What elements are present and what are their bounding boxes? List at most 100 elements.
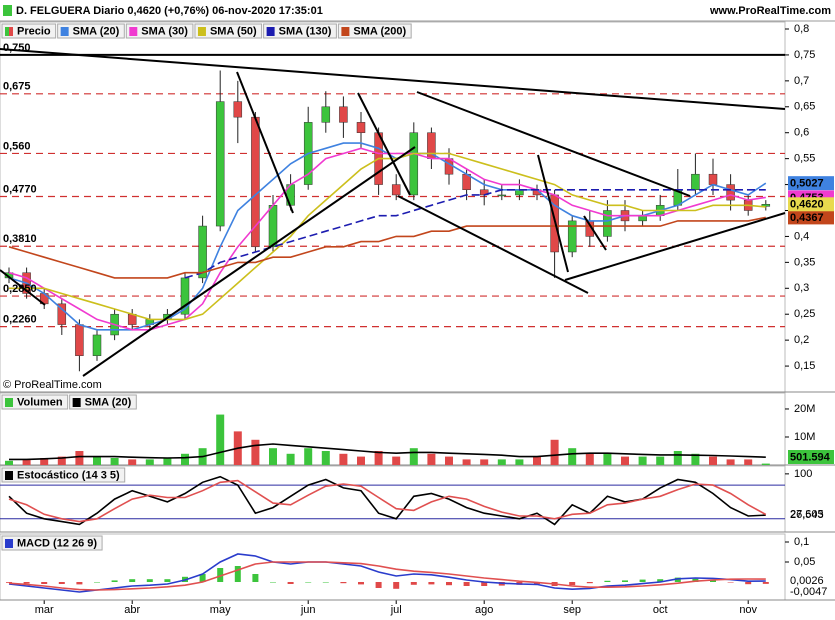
legend-swatch [5, 398, 13, 407]
trendline [82, 146, 416, 377]
header-bar [0, 0, 835, 21]
histogram-bar [710, 580, 716, 582]
series-line [9, 152, 766, 321]
panels: 0,80,750,70,650,60,550,50,450,40,350,30,… [0, 21, 835, 616]
header-site: www.ProRealTime.com [709, 5, 831, 17]
level-label: 0,675 [3, 81, 31, 93]
y-tick-label: 0,25 [794, 308, 815, 320]
volume-bar [357, 456, 365, 465]
last-value-label: 0,4367 [790, 212, 824, 224]
panel [0, 21, 786, 393]
y-tick-label: 0,15 [794, 360, 815, 372]
y-tick-label: 0,35 [794, 256, 815, 268]
trendline [357, 92, 411, 196]
y-tick-label: 0,05 [794, 556, 815, 568]
histogram-bar [164, 579, 171, 582]
last-value-label: 0,5027 [790, 178, 824, 190]
candle-body [268, 205, 278, 248]
level-label: 0,4770 [3, 183, 37, 195]
x-tick-label: ago [475, 604, 493, 616]
legend-label: SMA (20) [73, 25, 120, 37]
histogram-bar [745, 582, 752, 585]
trendline [537, 154, 569, 273]
legend-label: Estocástico (14 3 5) [17, 469, 120, 481]
volume-bar [93, 456, 101, 465]
legend-label: Precio [17, 25, 51, 37]
volume-bar [480, 459, 489, 465]
trendline [0, 269, 46, 306]
overlay: 0,750 0,675 0,560 0,4770 0,3810 0,2850 0,2260 0… [1, 23, 834, 598]
last-value-label: -0,0047 [790, 586, 827, 598]
y-tick-label: 0,55 [794, 153, 815, 165]
histogram-bar [446, 582, 452, 586]
legend-item-box [263, 23, 337, 39]
volume-bar [744, 459, 753, 465]
last-value-label: 27,605 [790, 508, 824, 520]
volume-bar [40, 457, 49, 465]
candle-body [567, 220, 577, 253]
series-line [8, 479, 767, 523]
volume-bar [673, 450, 682, 465]
legend-swatch [60, 27, 69, 36]
y-tick-label: 0,1 [794, 536, 809, 548]
last-value-box [788, 450, 834, 464]
legend-item-box [1, 394, 69, 410]
level-label: 0,2260 [3, 314, 37, 326]
legend-item-box [1, 467, 126, 483]
header-title: D. FELGUERA Diario 0,4620 (+0,76%) 06-no… [16, 5, 323, 17]
histogram-bar [111, 580, 118, 582]
trendline [0, 48, 786, 110]
volume-bar [22, 459, 31, 465]
volume-bar [75, 450, 84, 465]
volume-bar [304, 448, 313, 465]
candle-body [691, 173, 700, 191]
candle-body [356, 122, 366, 133]
candle-body [57, 303, 67, 325]
histogram-bar [217, 568, 224, 582]
histogram-bar [569, 582, 576, 586]
volume-bar [603, 453, 612, 465]
volume-bar [321, 450, 330, 465]
histogram-bar [622, 580, 628, 582]
legend-label: SMA (200) [353, 25, 406, 37]
legend-item-box [125, 23, 194, 39]
series-line [8, 561, 766, 591]
histogram-bar [287, 582, 294, 584]
legend-item-box [69, 394, 137, 410]
y-tick-label: 100 [794, 468, 812, 480]
volume-bar [691, 453, 700, 465]
legend-item-box [57, 23, 125, 39]
histogram-bar [727, 582, 734, 583]
candle-body [603, 210, 612, 237]
histogram-bar [358, 582, 364, 585]
volume-bar [709, 456, 717, 465]
volume-bar [216, 414, 225, 465]
legend-label: SMA (20) [85, 396, 132, 408]
histogram-bar [58, 582, 65, 584]
series-line [8, 553, 766, 593]
volume-bar [427, 453, 436, 465]
volume-bar [445, 456, 453, 465]
volume-bar [621, 456, 629, 465]
volume-bar [269, 448, 277, 465]
legend-swatch [341, 27, 350, 36]
volume-bar [462, 459, 471, 465]
candle-body [497, 194, 507, 197]
histogram-bar [604, 580, 611, 582]
last-value-label: 26,543 [790, 509, 824, 521]
y-tick-label: 0,3 [794, 282, 809, 294]
histogram-bar [463, 582, 470, 586]
volume-bar [163, 457, 172, 465]
x-tick-label: mar [35, 604, 54, 616]
candle-body [215, 101, 225, 227]
series-line [8, 216, 766, 279]
candle-body [198, 225, 207, 279]
y-tick-label: 20M [794, 403, 815, 415]
volume-bar [409, 448, 418, 465]
volume-bar [110, 457, 119, 465]
trendline [583, 215, 607, 251]
y-tick-label: 0,4 [794, 230, 809, 242]
footer: © ProRealTime.com [3, 379, 102, 391]
volume-bar [638, 456, 647, 465]
candle-body [180, 277, 190, 315]
